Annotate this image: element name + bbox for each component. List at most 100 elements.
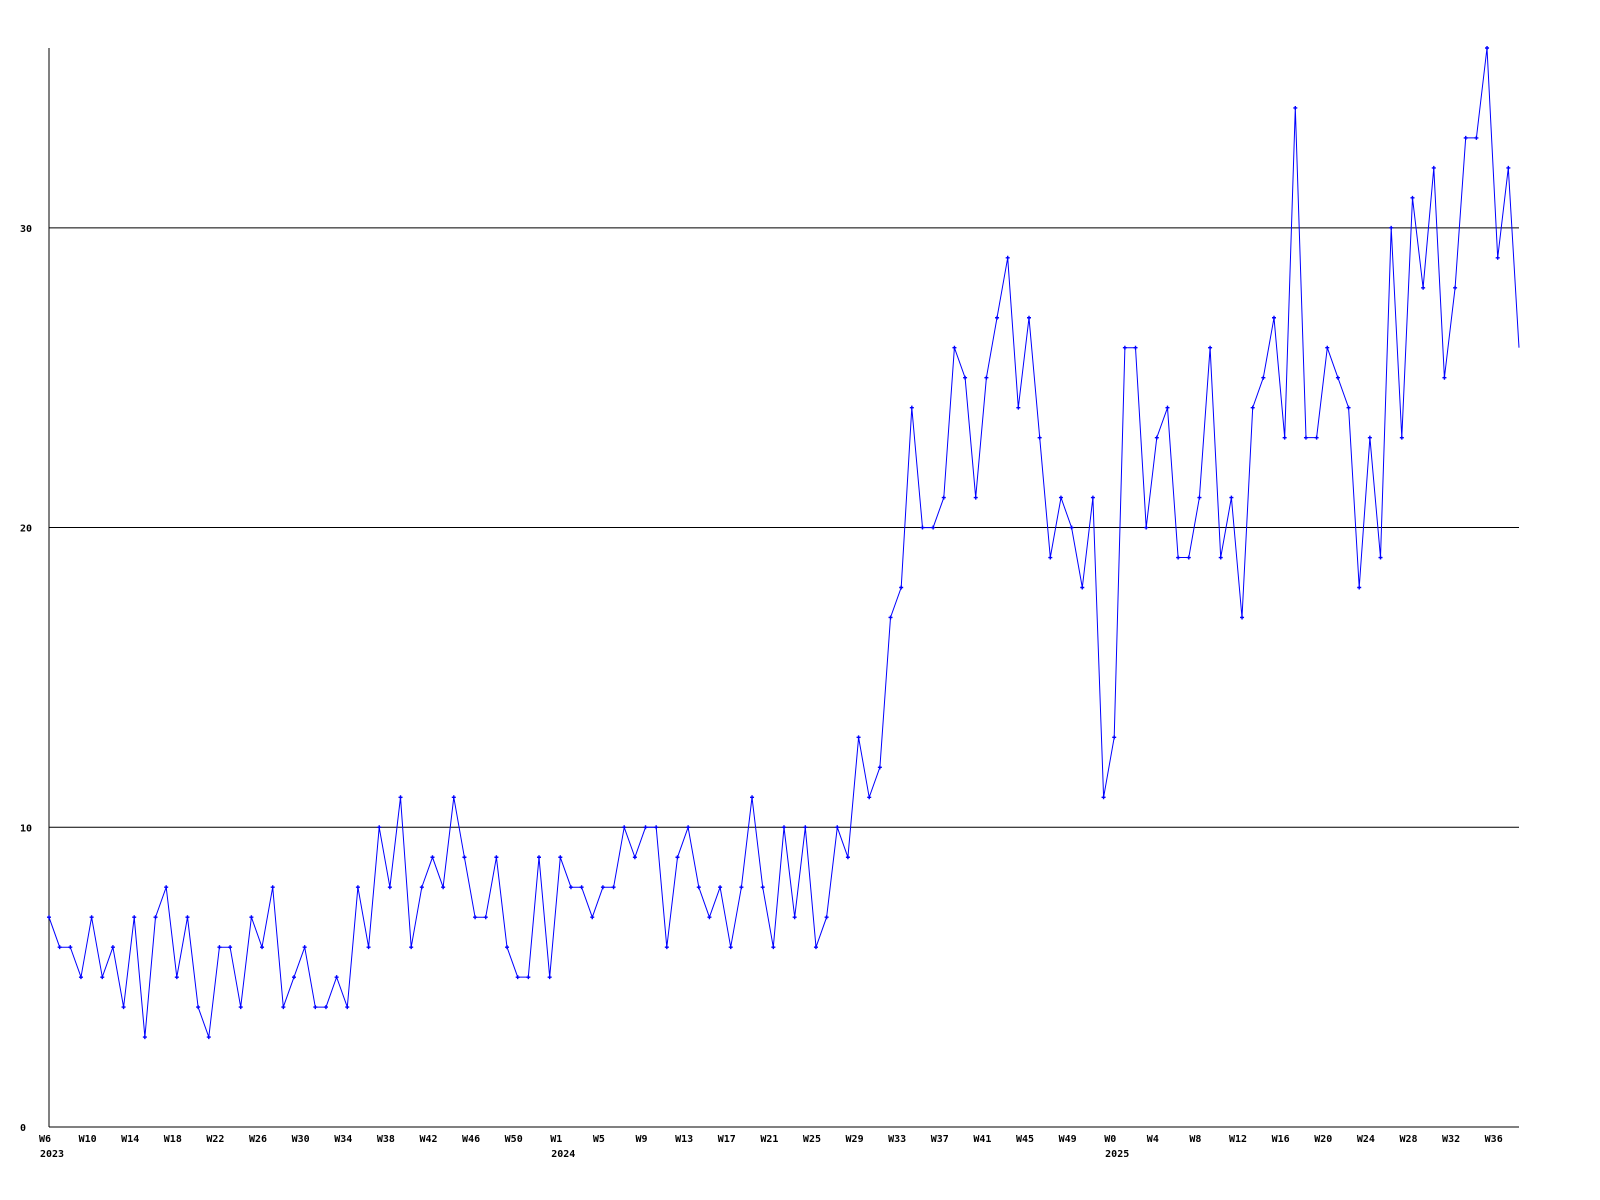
data-point bbox=[68, 945, 73, 950]
data-point bbox=[451, 795, 456, 800]
axes bbox=[48, 48, 1519, 1128]
x-tick-label: W37 bbox=[931, 1134, 949, 1145]
x-tick-label: W18 bbox=[164, 1134, 182, 1145]
data-point bbox=[856, 735, 861, 740]
data-point bbox=[302, 945, 307, 950]
data-point bbox=[1176, 555, 1181, 560]
data-point bbox=[249, 915, 254, 920]
data-point bbox=[1303, 435, 1308, 440]
data-point bbox=[260, 945, 265, 950]
data-point bbox=[824, 915, 829, 920]
data-point bbox=[973, 495, 978, 500]
x-tick-label: W5 bbox=[593, 1134, 605, 1145]
x-tick-label: W21 bbox=[760, 1134, 778, 1145]
data-point bbox=[1357, 585, 1362, 590]
data-point bbox=[1261, 375, 1266, 380]
data-point bbox=[537, 855, 541, 860]
data-point bbox=[1282, 435, 1287, 440]
data-point bbox=[153, 915, 158, 920]
x-tick-label: W42 bbox=[419, 1134, 437, 1145]
data-point bbox=[984, 375, 989, 380]
data-point bbox=[803, 825, 808, 830]
data-point bbox=[1165, 405, 1170, 410]
data-point bbox=[398, 795, 403, 800]
data-point bbox=[1058, 495, 1063, 500]
data-point bbox=[675, 855, 680, 860]
series-polyline bbox=[48, 47, 1520, 1038]
data-point bbox=[1048, 555, 1053, 560]
data-point bbox=[409, 945, 414, 950]
data-point bbox=[952, 345, 957, 350]
data-point bbox=[1005, 255, 1010, 260]
x-tick-label: W22 bbox=[206, 1134, 224, 1145]
data-point bbox=[217, 945, 222, 950]
data-point bbox=[1463, 135, 1468, 140]
data-point bbox=[1442, 375, 1447, 380]
x-tick-label: W25 bbox=[803, 1134, 821, 1145]
x-tick-label: W30 bbox=[292, 1134, 310, 1145]
x-tick-label: W26 bbox=[249, 1134, 267, 1145]
data-point bbox=[632, 855, 637, 860]
data-point bbox=[899, 585, 904, 590]
data-point bbox=[739, 885, 744, 890]
data-point bbox=[334, 975, 339, 980]
data-point bbox=[430, 855, 435, 860]
data-point bbox=[792, 915, 797, 920]
gridlines bbox=[49, 227, 1519, 828]
x-tick-year-label: 2023 bbox=[40, 1149, 64, 1160]
data-point bbox=[1101, 795, 1106, 800]
data-point bbox=[238, 1005, 243, 1010]
data-point bbox=[100, 975, 105, 980]
data-point bbox=[462, 855, 467, 860]
x-tick-label: W38 bbox=[377, 1134, 395, 1145]
data-point bbox=[132, 915, 137, 920]
x-tick-label: W9 bbox=[635, 1134, 647, 1145]
data-point bbox=[1229, 495, 1234, 500]
data-point bbox=[1186, 555, 1191, 560]
data-point bbox=[1453, 285, 1458, 290]
data-point bbox=[1122, 345, 1127, 350]
data-point bbox=[1250, 405, 1255, 410]
data-point bbox=[515, 975, 520, 980]
data-point bbox=[963, 375, 968, 380]
y-tick-label: 20 bbox=[20, 524, 32, 535]
data-point bbox=[568, 885, 573, 890]
x-tick-label: W49 bbox=[1059, 1134, 1077, 1145]
data-point bbox=[1485, 46, 1490, 50]
x-tick-label: W8 bbox=[1189, 1134, 1201, 1145]
x-tick-label: W17 bbox=[718, 1134, 736, 1145]
data-point bbox=[441, 885, 446, 890]
data-point bbox=[110, 945, 115, 950]
data-point bbox=[654, 825, 659, 830]
data-point bbox=[1016, 405, 1021, 410]
data-point bbox=[622, 825, 627, 830]
data-point bbox=[1197, 495, 1202, 500]
y-tick-label: 30 bbox=[20, 224, 32, 235]
data-point bbox=[707, 915, 712, 920]
data-point bbox=[1027, 315, 1031, 320]
x-tick-label: W50 bbox=[505, 1134, 523, 1145]
y-tick-labels: 0 10 20 30 bbox=[20, 224, 32, 1134]
x-tick-label: W24 bbox=[1357, 1134, 1375, 1145]
x-tick-label: W33 bbox=[888, 1134, 906, 1145]
data-point bbox=[483, 915, 488, 920]
data-point bbox=[1431, 165, 1436, 170]
data-point bbox=[909, 405, 914, 410]
data-point bbox=[1378, 555, 1383, 560]
data-point bbox=[1272, 315, 1276, 320]
data-point bbox=[590, 915, 595, 920]
data-point bbox=[206, 1035, 211, 1040]
data-point bbox=[419, 885, 424, 890]
x-tick-label: W1 bbox=[550, 1134, 562, 1145]
data-point bbox=[728, 945, 733, 950]
data-point bbox=[228, 945, 233, 950]
data-point bbox=[931, 525, 936, 530]
x-tick-label: W41 bbox=[973, 1134, 991, 1145]
data-point bbox=[686, 825, 691, 830]
data-point bbox=[345, 1005, 350, 1010]
data-point bbox=[174, 975, 179, 980]
data-point bbox=[1090, 495, 1095, 500]
data-point bbox=[142, 1035, 147, 1040]
data-point bbox=[1144, 525, 1149, 530]
data-point bbox=[877, 765, 882, 770]
